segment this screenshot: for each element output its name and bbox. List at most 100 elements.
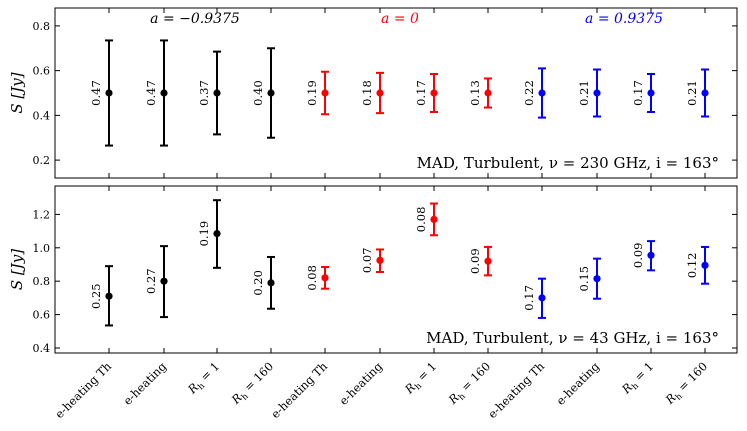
data-point [701,261,709,269]
data-point [484,257,492,265]
data-point [160,277,168,285]
series-title: a = 0 [381,11,419,27]
panel-bottom: 0.4 0.6 0.8 1.0 1.2 S [Jy] MAD, Turbulent, ν =… [8,185,738,421]
y-tick-label: 0.6 [33,309,51,322]
error-point: 0.15 [577,257,601,300]
value-label: 0.21 [685,80,699,106]
category-label: Rh = 1 [618,359,658,399]
data-point [321,89,329,97]
error-point: 0.18 [360,71,384,115]
value-label: 0.25 [89,283,103,309]
error-point: 0.17 [522,277,546,319]
value-label: 0.13 [468,80,482,106]
data-point [267,279,275,287]
data-point [593,89,601,97]
data-point [430,89,438,97]
value-label: 0.09 [631,243,645,269]
category-label: e-heating [336,359,385,408]
y-axis-label: S [Jy] [8,249,26,290]
data-point [105,292,113,300]
category-label: e-heating [120,359,169,408]
value-label: 0.19 [305,80,319,106]
panel-annotation: MAD, Turbulent, ν = 43 GHz, i = 163° [426,329,719,347]
value-label: 0.15 [577,266,591,292]
error-point: 0.47 [89,39,113,147]
value-label: 0.47 [89,80,103,106]
value-label: 0.18 [360,80,374,106]
value-label: 0.07 [360,248,374,274]
category-label: Rh = 160 [445,359,495,409]
data-point [213,89,221,97]
data-point [267,89,275,97]
y-axis-label: S [Jy] [8,72,26,113]
y-tick-label: 0.8 [33,20,51,33]
error-point: 0.17 [631,72,655,114]
value-label: 0.47 [144,80,158,106]
data-point [701,89,709,97]
error-point: 0.21 [685,68,709,118]
panel-top: 0.2 0.4 0.6 0.8 S [Jy] MAD, Turbulent, ν = 23… [8,7,738,179]
value-label: 0.21 [577,80,591,106]
data-point [105,89,113,97]
error-point: 0.21 [577,68,601,118]
value-label: 0.22 [522,80,536,106]
value-label: 0.08 [414,207,428,233]
value-label: 0.27 [144,268,158,294]
category-label: Rh = 160 [228,359,278,409]
data-point [376,256,384,264]
data-point [538,89,546,97]
value-label: 0.17 [522,285,536,311]
category-label: Rh = 1 [184,359,224,399]
error-point: 0.09 [468,245,492,277]
value-label: 0.37 [197,80,211,106]
error-point: 0.40 [251,47,275,139]
error-point: 0.22 [522,67,546,119]
error-point: 0.09 [631,240,655,272]
error-point: 0.07 [360,248,384,274]
y-tick-label: 0.4 [33,342,51,355]
category-label: Rh = 1 [401,359,441,399]
value-label: 0.20 [251,270,265,296]
data-point [538,294,546,302]
error-point: 0.17 [414,72,438,114]
y-tick-label: 1.0 [33,242,51,255]
plot-frame [54,185,738,354]
category-label: e-heating Th [485,359,547,421]
data-point [213,229,221,238]
series-title: a = −0.9375 [150,11,240,27]
category-label: Rh = 160 [662,359,712,409]
value-label: 0.17 [414,80,428,106]
data-point [593,275,601,283]
error-point: 0.12 [685,245,709,285]
data-point [160,89,168,97]
panel-annotation: MAD, Turbulent, ν = 230 GHz, i = 163° [417,154,719,172]
error-point: 0.08 [305,265,329,291]
value-label: 0.12 [685,253,699,279]
error-point: 0.37 [197,50,221,136]
y-tick-label: 0.2 [33,154,51,167]
y-tick-label: 1.2 [33,208,51,221]
data-point [376,89,384,97]
y-tick-label: 0.6 [33,65,51,78]
error-point: 0.25 [89,265,113,327]
data-point [321,274,329,282]
value-label: 0.09 [468,248,482,274]
error-point: 0.20 [251,255,275,310]
error-point: 0.19 [197,199,221,269]
data-point [647,89,655,97]
data-point [647,251,655,259]
series-title: a = 0.9375 [585,11,663,27]
error-point: 0.08 [414,202,438,237]
error-point: 0.13 [468,77,492,109]
category-label: e-heating [553,359,602,408]
y-tick-label: 0.4 [33,109,51,122]
error-point: 0.47 [144,39,168,147]
value-label: 0.08 [305,265,319,291]
error-point: 0.27 [144,245,168,319]
value-label: 0.40 [251,80,265,106]
plot-frame [54,7,738,179]
category-label: e-heating Th [52,359,114,421]
value-label: 0.19 [197,221,211,247]
value-label: 0.17 [631,80,645,106]
